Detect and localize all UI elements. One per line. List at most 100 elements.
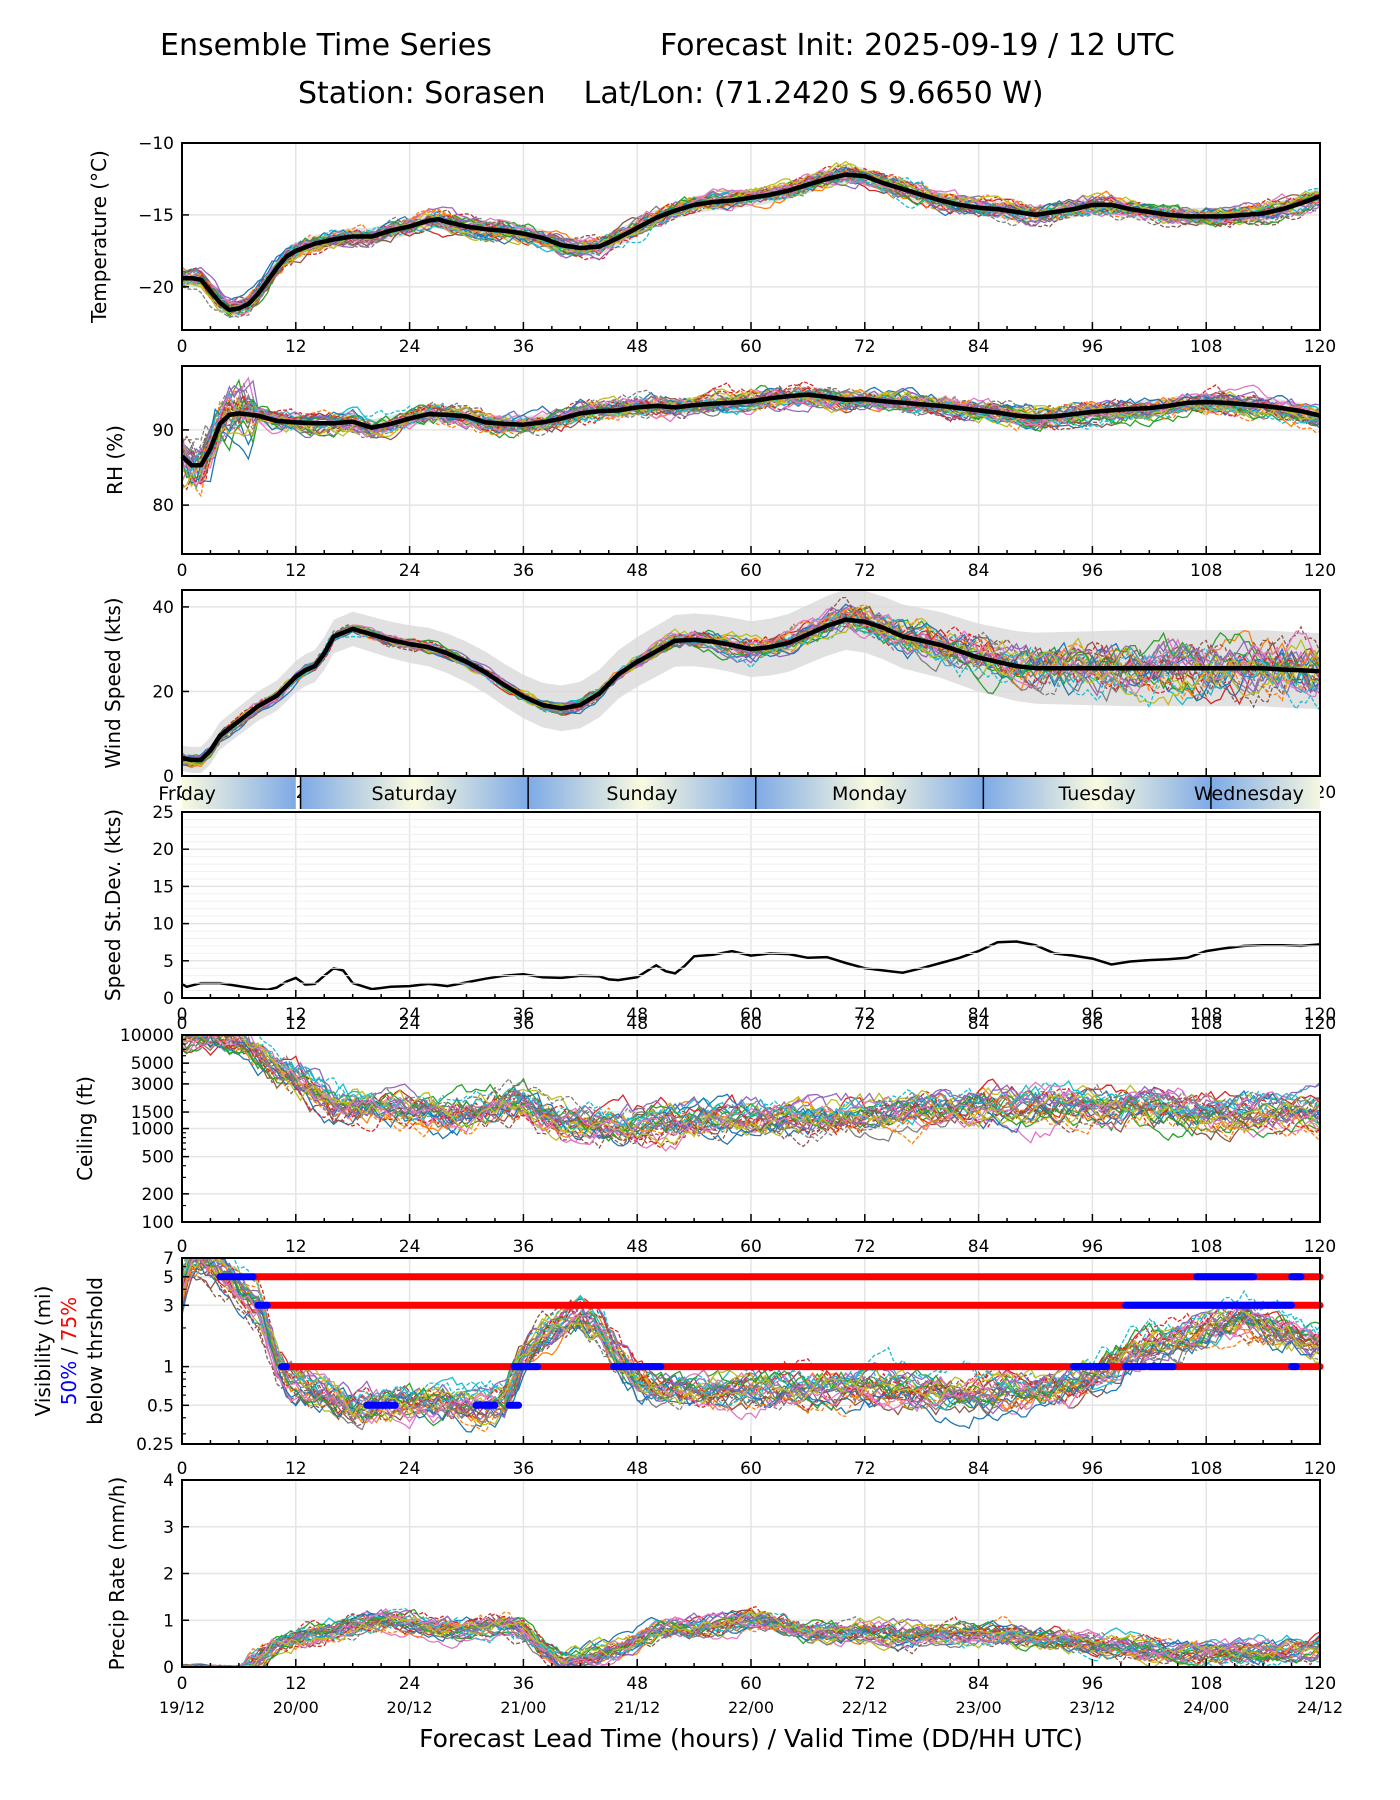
y-tick-label: 3000: [131, 1075, 174, 1095]
x-tick-label-top: 60: [740, 1459, 762, 1479]
ensemble-member-line: [182, 165, 1320, 315]
y-tick-label: 200: [142, 1185, 174, 1205]
x-tick-label-top: 48: [626, 1014, 648, 1034]
y-tick-label: −10: [138, 134, 174, 154]
y-tick-label: −20: [138, 278, 174, 298]
panel-speed-stdev: 0 5 10 15 20 25 0 12 24 36 48 60 72 84 96 108 120 Speed S…: [101, 803, 1336, 1025]
x-tick-label: 96: [1082, 1005, 1104, 1025]
x-tick-label: 48: [626, 1005, 648, 1025]
x-tick-label: 12: [285, 561, 307, 581]
valid-time-label: 20/00: [273, 1698, 319, 1717]
x-tick-label: 60: [740, 1674, 762, 1694]
ensemble-member-line: [182, 1258, 1320, 1419]
y-tick-label: 1: [163, 1358, 174, 1378]
y-tick-label: 0: [163, 767, 174, 787]
x-tick-label: 60: [740, 561, 762, 581]
ensemble-member-line: [182, 1605, 1320, 1667]
y-axis-label: Ceiling (ft): [73, 1076, 97, 1181]
panel-wind-speed: 0204001224364860728496108120Wind Speed (…: [101, 589, 1336, 803]
y-tick-label: 80: [152, 496, 174, 516]
x-tick-label-top: 120: [1304, 1459, 1336, 1479]
ensemble-member-line: [182, 1610, 1320, 1667]
x-tick-label-top: 84: [968, 1459, 990, 1479]
x-tick-label: 84: [968, 1674, 990, 1694]
x-tick-label: 24: [399, 337, 421, 357]
valid-time-label: 24/00: [1183, 1698, 1229, 1717]
panel-temperature: −20 −15 −10 0 12 24 36 48 60 72 84 96 108 120 Temperat…: [87, 134, 1336, 357]
valid-time-label: 23/12: [1069, 1698, 1115, 1717]
ensemble-member-line: [182, 1612, 1320, 1667]
x-tick-label: 108: [1190, 1674, 1222, 1694]
y-axis-label: Speed St.Dev. (kts): [101, 809, 125, 1001]
ensemble-member-line: [182, 1035, 1320, 1142]
day-segment: [182, 777, 296, 809]
valid-time-label: 19/12: [159, 1698, 205, 1717]
x-tick-label: 96: [1082, 1674, 1104, 1694]
stdev-line: [181, 940, 1321, 992]
x-tick-label: 48: [626, 337, 648, 357]
x-tick-label: 0: [177, 561, 188, 581]
y-axis-label: Precip Rate (mm/h): [105, 1477, 129, 1671]
y-tick-label: 0: [163, 989, 174, 1009]
x-tick-label-top: 12: [285, 1237, 307, 1257]
valid-time-label: 20/12: [387, 1698, 433, 1717]
x-tick-label-top: 12: [285, 1459, 307, 1479]
grid: [181, 811, 1321, 999]
x-tick-label-top: 72: [854, 1237, 876, 1257]
y-tick-label: 25: [152, 803, 174, 823]
ensemble-member-line: [182, 604, 1320, 766]
y-axis-label: Wind Speed (kts): [101, 597, 125, 768]
x-tick-label: 24: [399, 561, 421, 581]
x-tick-label-top: 108: [1190, 1459, 1222, 1479]
x-tick-label-top: 36: [513, 1459, 535, 1479]
forecast-init: Forecast Init: 2025-09-19 / 12 UTC: [660, 28, 1175, 63]
day-band: Friday Saturday Sunday Monday Tuesday Wednesd…: [158, 777, 1320, 809]
y-tick-label: 5: [163, 1268, 174, 1288]
ensemble-member-line: [182, 1258, 1320, 1418]
x-tick-label-top: 72: [854, 1459, 876, 1479]
y-axis-label-percentiles: 50% / 75%: [57, 1297, 81, 1405]
ensemble-member-line: [182, 1258, 1320, 1405]
x-tick-label: 120: [1304, 561, 1336, 581]
y-tick-label: 2: [163, 1565, 174, 1585]
label-separator: /: [57, 1341, 81, 1360]
x-tick-label-top: 12: [285, 1014, 307, 1034]
x-tick-label-top: 60: [740, 1237, 762, 1257]
x-axis-label: Forecast Lead Time (hours) / Valid Time …: [419, 1724, 1083, 1753]
x-tick-label: 0: [177, 337, 188, 357]
y-tick-label: 100: [142, 1213, 174, 1233]
ensemble-member-line: [182, 1035, 1320, 1142]
ensemble-member-line: [182, 1258, 1320, 1411]
x-tick-label: 36: [513, 1674, 535, 1694]
day-label-monday: Monday: [832, 783, 907, 805]
threshold-bars: [216, 1273, 1324, 1409]
x-tick-label: 60: [740, 337, 762, 357]
chart-title: Ensemble Time Series: [160, 28, 492, 63]
day-segment: [983, 777, 1211, 809]
x-tick-label: 84: [968, 337, 990, 357]
ensemble-mean-line: [182, 172, 1321, 313]
ensemble-member-line: [182, 1275, 1320, 1422]
y-tick-label: 3: [163, 1296, 174, 1316]
x-tick-label-top: 0: [177, 1459, 188, 1479]
valid-time-label: 22/12: [842, 1698, 888, 1717]
ensemble-member-line: [182, 1035, 1320, 1137]
y-tick-label: −15: [138, 206, 174, 226]
x-tick-label: 24: [399, 1674, 421, 1694]
ensemble-member-line: [182, 391, 1320, 490]
day-label-friday: Friday: [158, 783, 216, 805]
x-tick-label-top: 120: [1304, 1014, 1336, 1034]
day-label-saturday: Saturday: [372, 783, 458, 805]
ensemble-member-line: [240, 1035, 1320, 1147]
y-tick-label: 1: [163, 1611, 174, 1631]
day-segment: [528, 777, 756, 809]
y-tick-label: 5: [163, 952, 174, 972]
spread-band: [182, 590, 1320, 774]
x-tick-label: 84: [968, 561, 990, 581]
x-tick-label: 48: [626, 561, 648, 581]
ensemble-member-line: [182, 1258, 1320, 1411]
x-tick-label: 36: [513, 1005, 535, 1025]
day-segment: [755, 777, 984, 809]
